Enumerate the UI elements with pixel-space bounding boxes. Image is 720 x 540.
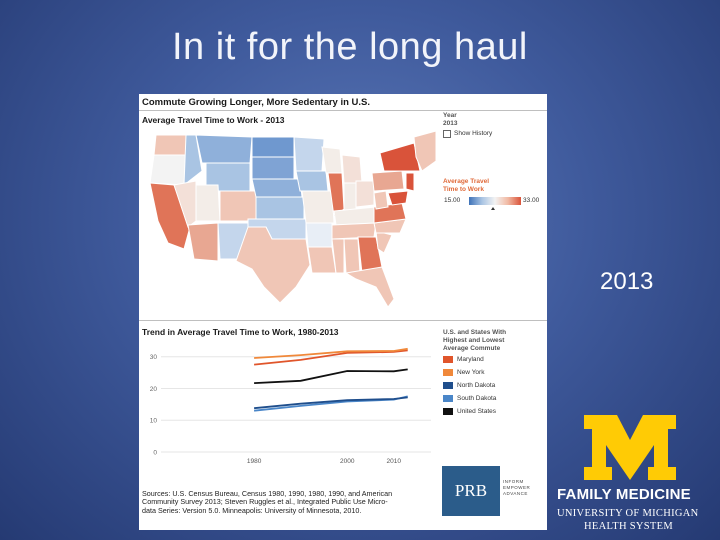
- figure-title: Commute Growing Longer, More Sedentary i…: [142, 97, 371, 108]
- year-value: 2013: [443, 120, 458, 127]
- map-state-in: [343, 182, 357, 212]
- map-state-mi: [341, 154, 363, 184]
- legend-item-new-york[interactable]: New York: [457, 369, 485, 376]
- family-medicine-label: FAMILY MEDICINE: [557, 486, 691, 503]
- map-state-tx: [235, 226, 311, 304]
- map-state-ny: [379, 142, 421, 172]
- trend-legend-title-1: U.S. and States With: [443, 329, 507, 336]
- sources-line-3: data Series: Version 5.0. Minneapolis: U…: [142, 505, 362, 515]
- trend-title: Trend in Average Travel Time to Work, 19…: [142, 327, 339, 337]
- show-history-label[interactable]: Show History: [454, 130, 493, 137]
- legend-item-north-dakota[interactable]: North Dakota: [457, 382, 496, 389]
- x-tick-label: 2000: [340, 458, 355, 465]
- legend-swatch-united-states: [443, 408, 453, 415]
- map-state-or: [149, 154, 187, 186]
- year-label: 2013: [600, 268, 654, 295]
- map-legend-title-1: Average Travel: [443, 178, 490, 185]
- legend-swatch-south-dakota: [443, 395, 453, 402]
- map-state-sc: [375, 230, 393, 254]
- map-legend-max: 33.00: [523, 197, 540, 204]
- health-system-label: HEALTH SYSTEM: [584, 521, 673, 532]
- us-choropleth-map[interactable]: [144, 127, 439, 317]
- university-label: UNIVERSITY OF MICHIGAN: [557, 508, 699, 519]
- prb-tag-3: ADVANCE: [503, 491, 528, 496]
- map-state-co: [219, 190, 257, 222]
- michigan-block-m-logo: [584, 415, 676, 480]
- sources-text: Sources: U.S. Census Bureau, Census 1980…: [142, 489, 440, 515]
- map-state-mn: [293, 136, 325, 172]
- prb-tag-2: EMPOWER: [503, 485, 531, 490]
- trend-chart: 0 10 20 30 1980 2000 2010: [150, 347, 431, 465]
- map-state-id: [183, 134, 203, 187]
- map-title: Average Travel Time to Work - 2013: [142, 115, 285, 125]
- x-tick-label: 1980: [247, 458, 262, 465]
- trend-legend-title-3: Average Commute: [443, 345, 501, 352]
- trend-legend-title-2: Highest and Lowest: [443, 337, 505, 344]
- y-tick-label: 30: [150, 354, 158, 361]
- legend-swatch-new-york: [443, 369, 453, 376]
- legend-item-south-dakota[interactable]: South Dakota: [457, 395, 497, 402]
- map-state-nj: [405, 172, 415, 192]
- map-state-ut: [195, 184, 221, 222]
- year-label-text: Year: [443, 112, 457, 119]
- divider: [139, 320, 547, 321]
- legend-item-united-states[interactable]: United States: [457, 408, 497, 415]
- map-state-nd: [251, 136, 295, 158]
- series-line-new-york[interactable]: [254, 347, 408, 359]
- map-state-ia: [295, 170, 329, 192]
- map-state-pa: [371, 170, 405, 192]
- map-state-la: [307, 246, 337, 274]
- slide-title: In it for the long haul: [172, 26, 528, 68]
- map-state-fl: [344, 266, 395, 308]
- x-tick-label: 2010: [387, 458, 402, 465]
- map-state-mo: [301, 190, 335, 224]
- map-state-sd: [251, 156, 295, 180]
- sources-line-1: Sources: U.S. Census Bureau, Census 1980…: [142, 489, 393, 498]
- legend-swatch-maryland: [443, 356, 453, 363]
- series-line-north-dakota[interactable]: [254, 396, 408, 410]
- prb-tagline: INFORM EMPOWER ADVANCE: [503, 479, 530, 497]
- map-state-oh: [355, 180, 375, 208]
- y-tick-label: 0: [153, 450, 157, 457]
- map-state-ar: [305, 222, 333, 248]
- block-m-icon: [584, 415, 676, 480]
- map-state-ks: [255, 196, 305, 220]
- y-tick-label: 10: [150, 418, 158, 425]
- map-legend-min: 15.00: [444, 197, 461, 204]
- map-legend-marker: [491, 207, 495, 210]
- map-state-al: [343, 238, 361, 274]
- map-legend-title-2: Time to Work: [443, 186, 484, 193]
- divider: [139, 110, 547, 111]
- map-state-wi: [321, 146, 343, 174]
- map-state-az: [187, 222, 219, 262]
- series-line-united-states[interactable]: [254, 368, 408, 384]
- map-state-ne: [251, 178, 303, 198]
- map-state-wa: [153, 134, 187, 156]
- map-state-md: [387, 190, 409, 206]
- figure-panel: Commute Growing Longer, More Sedentary i…: [139, 94, 547, 530]
- map-legend-gradient: [469, 197, 521, 205]
- y-tick-label: 20: [150, 386, 158, 393]
- series-line-maryland[interactable]: [254, 349, 408, 366]
- map-state-ms: [331, 238, 345, 274]
- sources-line-2: Community Survey 2013; Steven Ruggles et…: [142, 497, 388, 507]
- map-state-new-england: [413, 130, 437, 172]
- prb-logo: PRB: [442, 466, 500, 516]
- prb-tag-1: INFORM: [503, 479, 524, 484]
- map-state-wv: [373, 190, 389, 210]
- legend-swatch-north-dakota: [443, 382, 453, 389]
- show-history-checkbox[interactable]: [443, 130, 451, 138]
- map-state-mt: [195, 134, 253, 164]
- legend-item-maryland[interactable]: Maryland: [457, 356, 484, 363]
